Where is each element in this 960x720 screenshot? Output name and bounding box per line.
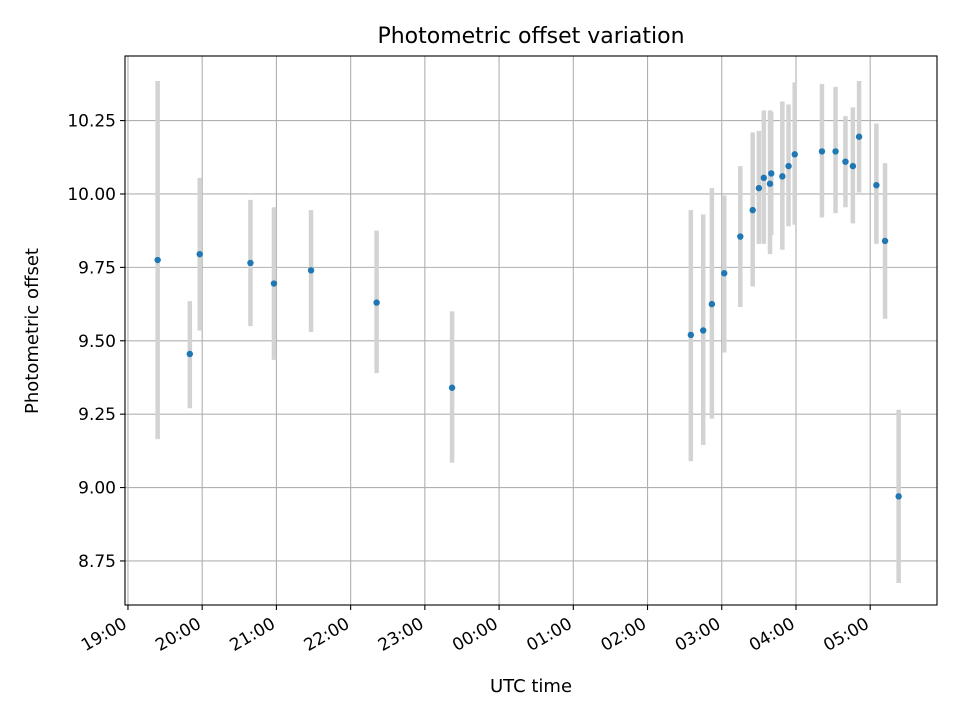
data-point (196, 250, 203, 258)
data-point (247, 259, 254, 267)
data-point (687, 331, 695, 339)
data-point (791, 151, 798, 158)
data-point (766, 180, 774, 187)
data-point (699, 327, 707, 334)
data-point (855, 133, 863, 140)
data-point (708, 300, 716, 308)
y-axis-ticks: 8.75 9.00 9.25 9.50 9.75 10.00 10.25 (67, 112, 125, 572)
x-axis-label: UTC time (490, 676, 572, 697)
data-point (818, 148, 826, 155)
data-point (881, 237, 889, 245)
plot-frame (124, 55, 938, 606)
data-point (721, 270, 728, 277)
grid-lines (125, 56, 937, 605)
data-point (768, 170, 775, 177)
data-point (270, 280, 278, 287)
data-point (849, 162, 857, 170)
y-tick-label: 9.75 (78, 258, 116, 278)
data-point (842, 158, 849, 165)
y-tick-label: 8.75 (78, 552, 116, 572)
chart-title: Photometric offset variation (377, 24, 684, 49)
data-point (895, 493, 902, 500)
y-tick-label: 10.00 (67, 185, 116, 205)
y-tick-label: 9.00 (78, 479, 116, 499)
y-tick-label: 10.25 (67, 112, 116, 132)
data-point (307, 267, 315, 274)
data-point (873, 181, 880, 189)
data-point (186, 350, 194, 358)
data-point (749, 206, 756, 214)
data-point (785, 162, 792, 170)
data-point (154, 256, 161, 264)
data-point (760, 174, 768, 182)
data-point (448, 384, 456, 391)
data-point (737, 233, 744, 240)
data-point (755, 184, 763, 192)
data-point (779, 173, 786, 180)
y-axis-label: Photometric offset (22, 248, 43, 414)
y-tick-label: 9.50 (78, 332, 116, 352)
data-points (154, 133, 902, 500)
y-tick-label: 9.25 (78, 405, 116, 425)
data-point (832, 148, 839, 155)
data-point (373, 299, 380, 306)
